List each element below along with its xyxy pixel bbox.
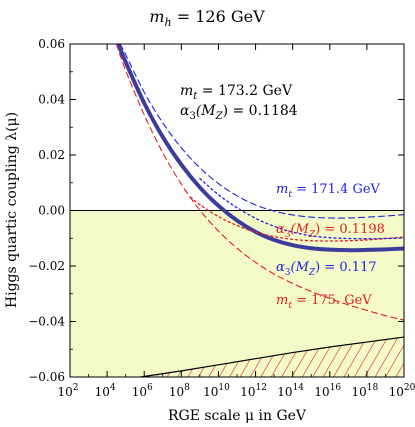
x-tick-label: 106 [132, 383, 153, 399]
annotation-mt-central: mt = 173.2 GeV [180, 83, 293, 102]
label-mt-low: mt = 171.4 GeV [276, 182, 381, 200]
series-alpha_low [199, 177, 404, 240]
tick-layer: 102 104 106 108 1010 1012 1014 1016 1018 1020 0.06… [28, 37, 415, 399]
x-axis-label: RGE scale μ in GeV [168, 408, 307, 424]
x-tick-label: 102 [57, 383, 78, 399]
x-tick-label: 1014 [277, 383, 304, 399]
series-central [116, 44, 404, 253]
y-tick-label: 0.02 [38, 148, 65, 162]
label-alpha-high: α3(MZ) = 0.1198 [276, 222, 385, 240]
series-mt_low [119, 44, 404, 219]
x-tick-label: 1020 [389, 383, 415, 399]
series-mt_high [115, 44, 404, 321]
x-tick-label: 1010 [203, 383, 230, 399]
y-tick-label: 0.04 [38, 93, 65, 107]
x-tick-label: 1018 [352, 383, 379, 399]
x-tick-label: 104 [95, 383, 116, 399]
y-axis-label: Higgs quartic coupling λ(μ) [4, 112, 20, 308]
x-tick-label: 108 [169, 383, 190, 399]
annotation-alpha-central: α3(MZ) = 0.1184 [180, 103, 298, 122]
y-tick-label: −0.02 [28, 259, 65, 273]
label-mt-high: mt = 175. GeV [276, 293, 372, 311]
chart-title: mh = 126 GeV [149, 7, 265, 29]
region-layer [70, 210, 405, 378]
x-tick-label: 1012 [240, 383, 267, 399]
hatch-boundary-line [140, 336, 405, 378]
y-tick-label: −0.04 [28, 315, 65, 329]
curve-layer [115, 44, 404, 321]
x-tick-label: 1016 [314, 383, 341, 399]
label-alpha-low: α3(MZ) = 0.117 [276, 260, 377, 278]
y-tick-label: 0.06 [38, 37, 65, 51]
series-alpha_high [189, 196, 404, 242]
y-tick-label: 0.00 [38, 204, 65, 218]
y-tick-label: −0.06 [28, 370, 65, 384]
